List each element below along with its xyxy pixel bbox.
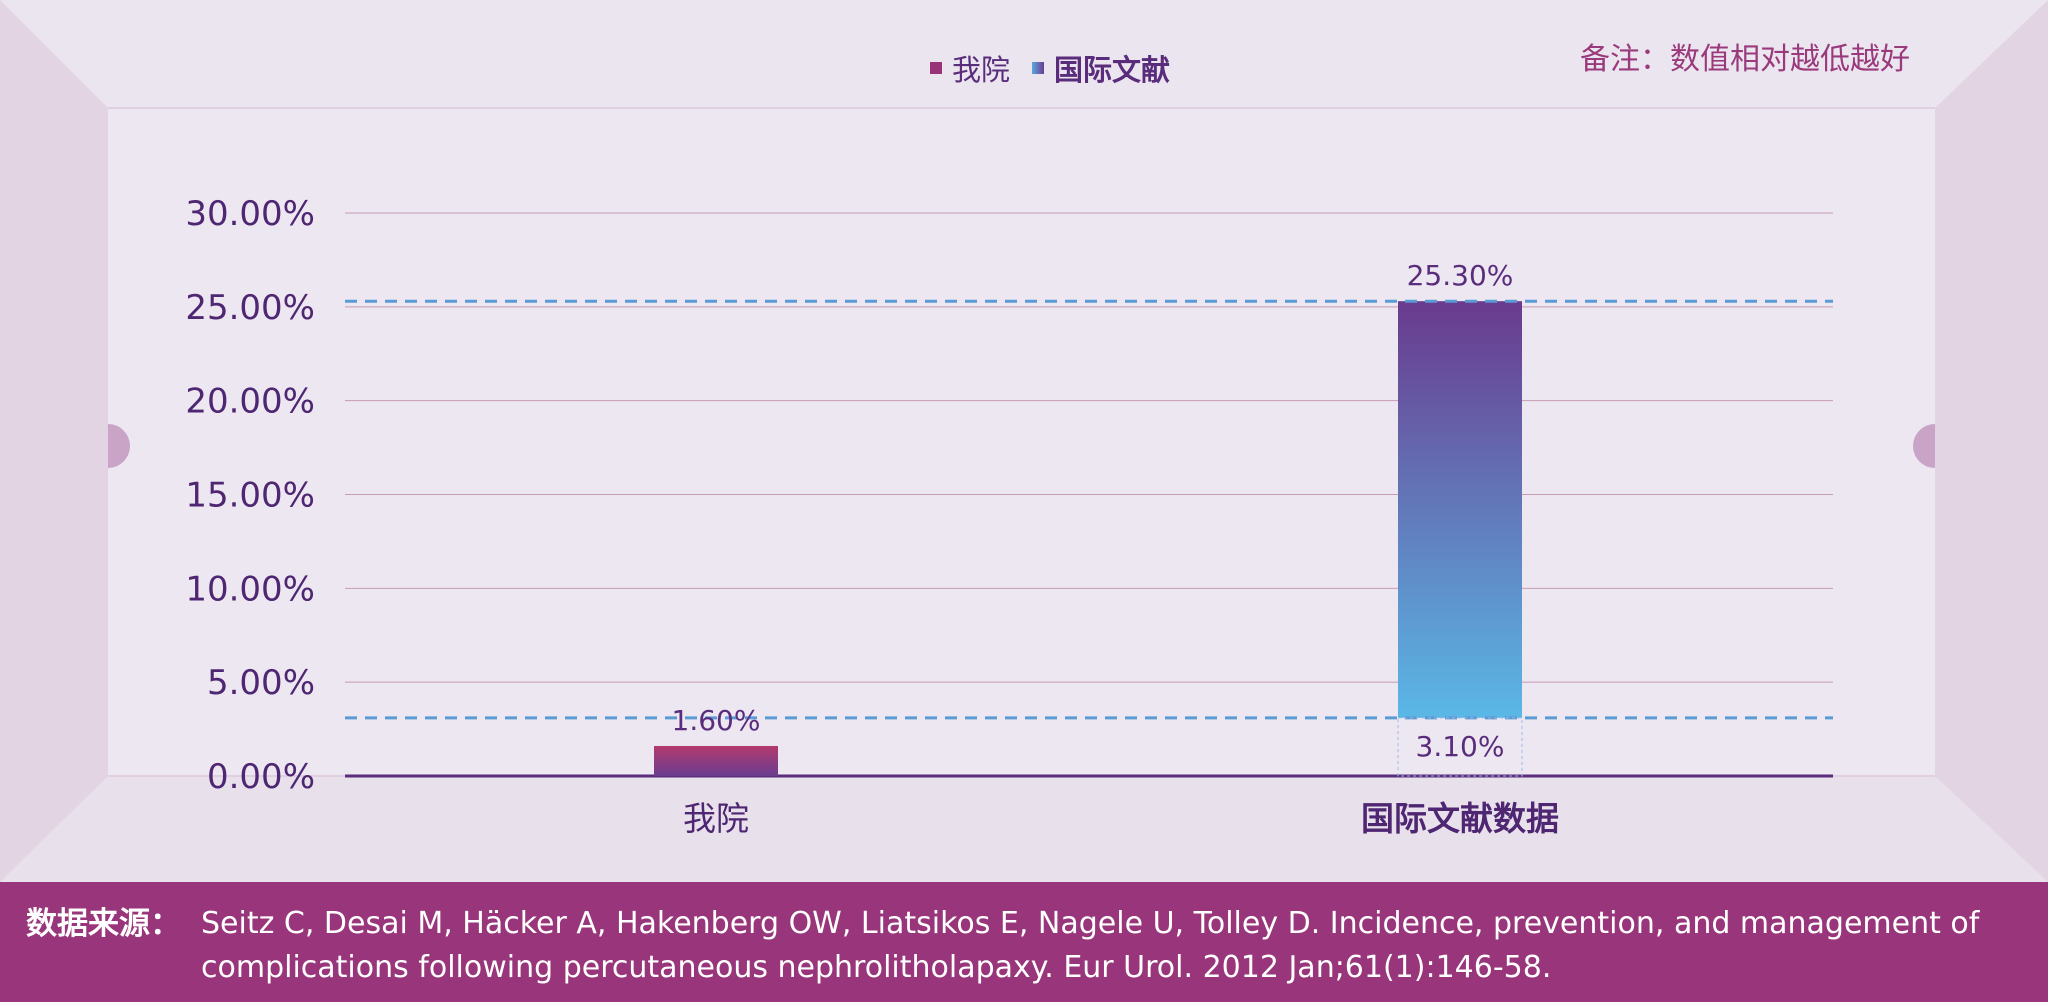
source-footer: 数据来源： Seitz C, Desai M, Häcker A, Hakenb… (0, 882, 2048, 1002)
legend-swatch-ours (930, 62, 942, 74)
y-tick-label: 30.00% (185, 194, 315, 234)
category-label-ours: 我院 (683, 799, 749, 838)
y-tick-label: 25.00% (185, 288, 315, 328)
reference-lines (345, 299, 1833, 777)
bars (654, 301, 1522, 776)
legend: 我院 国际文献 (930, 48, 1170, 88)
data-labels: 1.60% 25.30% 3.10% (672, 259, 1514, 763)
legend-label-ours: 我院 (952, 53, 1011, 87)
right-tab-decoration (1913, 424, 1935, 468)
bar-intl (1398, 301, 1522, 718)
y-tick-label: 5.00% (207, 663, 315, 703)
y-tick-label: 0.00% (207, 757, 315, 797)
legend-swatch-intl (1032, 62, 1045, 74)
y-tick-label: 15.00% (185, 476, 315, 516)
bar-chart: 0.00% 5.00% 10.00% 15.00% 20.00% 25.00% 30.00%… (185, 194, 1833, 838)
category-labels: 我院 国际文献数据 (683, 799, 1559, 838)
y-axis-tick-labels: 0.00% 5.00% 10.00% 15.00% 20.00% 25.00% 30.00% (185, 194, 315, 797)
left-tab-decoration (108, 424, 130, 468)
legend-item-ours: 我院 (930, 47, 1010, 89)
data-label-intl: 25.30% (1407, 259, 1514, 292)
legend-label-intl: 国际文献 (1054, 53, 1171, 87)
y-tick-label: 10.00% (185, 569, 315, 609)
bar-ours (654, 745, 778, 776)
legend-item-intl: 国际文献 (1032, 47, 1170, 89)
source-citation: Seitz C, Desai M, Häcker A, Hakenberg OW… (201, 906, 1980, 985)
gap-box (1397, 717, 1523, 777)
y-tick-label: 20.00% (185, 382, 315, 422)
data-label-gap: 3.10% (1416, 730, 1505, 763)
data-label-ours: 1.60% (672, 704, 761, 737)
note-text: 备注：数值相对越低越好 (1580, 42, 1910, 77)
category-label-intl: 国际文献数据 (1361, 799, 1559, 838)
grid-lines (345, 212, 1833, 778)
source-label: 数据来源： (26, 906, 181, 942)
